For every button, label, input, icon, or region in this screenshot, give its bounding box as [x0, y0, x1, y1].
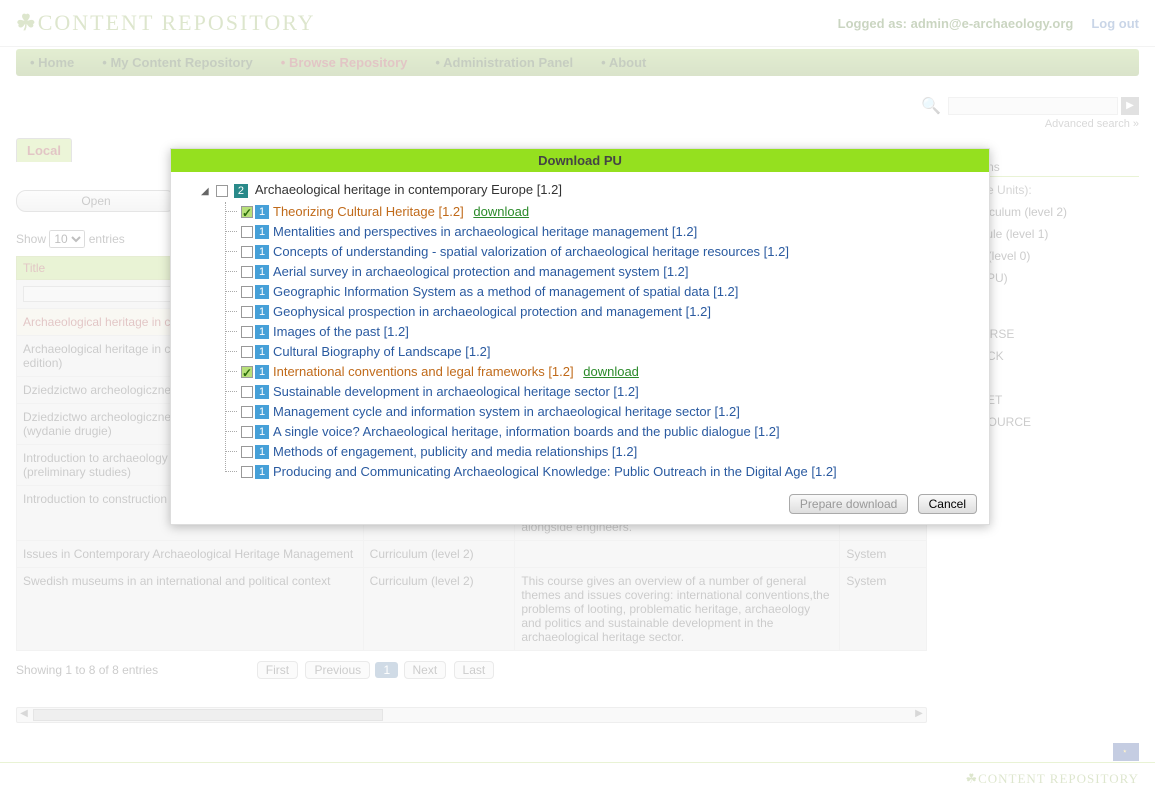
download-link[interactable]: download	[473, 204, 529, 219]
level-badge: 1	[255, 465, 269, 479]
level-badge: 1	[255, 205, 269, 219]
node-label: Sustainable development in archaeologica…	[273, 384, 639, 399]
node-checkbox[interactable]	[241, 286, 253, 298]
level-badge: 1	[255, 325, 269, 339]
node-checkbox[interactable]	[241, 446, 253, 458]
level-badge: 1	[255, 265, 269, 279]
tree-node[interactable]: 1 Mentalities and perspectives in archaeo…	[221, 222, 973, 242]
node-checkbox[interactable]	[241, 226, 253, 238]
download-pu-modal: Download PU ◢ 2 Archaeological heritage …	[170, 148, 990, 525]
node-label: Management cycle and information system …	[273, 404, 740, 419]
tree-node[interactable]: 1 Images of the past [1.2]	[221, 322, 973, 342]
node-checkbox[interactable]	[241, 386, 253, 398]
level-badge: 1	[255, 405, 269, 419]
level-badge: 1	[255, 425, 269, 439]
tree-node[interactable]: 1 Producing and Communicating Archaeologi…	[221, 462, 973, 482]
level-badge: 1	[255, 305, 269, 319]
level-badge: 2	[234, 184, 248, 198]
node-checkbox[interactable]	[241, 346, 253, 358]
node-checkbox[interactable]	[241, 426, 253, 438]
level-badge: 1	[255, 445, 269, 459]
modal-title: Download PU	[171, 149, 989, 172]
level-badge: 1	[255, 365, 269, 379]
tree-node[interactable]: 1 Sustainable development in archaeologic…	[221, 382, 973, 402]
root-checkbox[interactable]	[216, 185, 228, 197]
tree-node[interactable]: 1 A single voice? Archaeological heritage…	[221, 422, 973, 442]
node-label: Cultural Biography of Landscape [1.2]	[273, 344, 491, 359]
prepare-download-button[interactable]: Prepare download	[789, 494, 908, 514]
node-label: Aerial survey in archaeological protecti…	[273, 264, 689, 279]
node-checkbox[interactable]	[241, 406, 253, 418]
tree-node[interactable]: 1 Theorizing Cultural Heritage [1.2] down…	[221, 202, 973, 222]
node-label: Concepts of understanding - spatial valo…	[273, 244, 789, 259]
node-label: Theorizing Cultural Heritage [1.2]	[273, 204, 464, 219]
tree-node[interactable]: 1 Cultural Biography of Landscape [1.2]	[221, 342, 973, 362]
node-label: A single voice? Archaeological heritage,…	[273, 424, 780, 439]
node-label: International conventions and legal fram…	[273, 364, 574, 379]
level-badge: 1	[255, 345, 269, 359]
tree-node[interactable]: 1 Methods of engagement, publicity and me…	[221, 442, 973, 462]
pu-tree: ◢ 2 Archaeological heritage in contempor…	[171, 172, 989, 488]
collapse-icon[interactable]: ◢	[201, 186, 209, 197]
node-checkbox[interactable]	[241, 246, 253, 258]
tree-node[interactable]: 1 Geographic Information System as a meth…	[221, 282, 973, 302]
tree-node[interactable]: 1 International conventions and legal fra…	[221, 362, 973, 382]
node-checkbox[interactable]	[241, 366, 253, 378]
download-link[interactable]: download	[583, 364, 639, 379]
node-checkbox[interactable]	[241, 306, 253, 318]
level-badge: 1	[255, 385, 269, 399]
tree-node[interactable]: 1 Management cycle and information system…	[221, 402, 973, 422]
level-badge: 1	[255, 285, 269, 299]
node-label: Geographic Information System as a metho…	[273, 284, 738, 299]
tree-node[interactable]: 1 Aerial survey in archaeological protect…	[221, 262, 973, 282]
node-checkbox[interactable]	[241, 326, 253, 338]
cancel-button[interactable]: Cancel	[918, 494, 977, 514]
node-checkbox[interactable]	[241, 266, 253, 278]
node-checkbox[interactable]	[241, 466, 253, 478]
node-label: Geophysical prospection in archaeologica…	[273, 304, 711, 319]
node-checkbox[interactable]	[241, 206, 253, 218]
tree-node[interactable]: 1 Concepts of understanding - spatial val…	[221, 242, 973, 262]
level-badge: 1	[255, 245, 269, 259]
node-label: Mentalities and perspectives in archaeol…	[273, 224, 697, 239]
level-badge: 1	[255, 225, 269, 239]
tree-node[interactable]: 1 Geophysical prospection in archaeologic…	[221, 302, 973, 322]
node-label: Methods of engagement, publicity and med…	[273, 444, 637, 459]
tree-root[interactable]: ◢ 2 Archaeological heritage in contempor…	[201, 182, 973, 198]
root-label: Archaeological heritage in contemporary …	[255, 182, 562, 197]
node-label: Images of the past [1.2]	[273, 324, 409, 339]
node-label: Producing and Communicating Archaeologic…	[273, 464, 837, 479]
